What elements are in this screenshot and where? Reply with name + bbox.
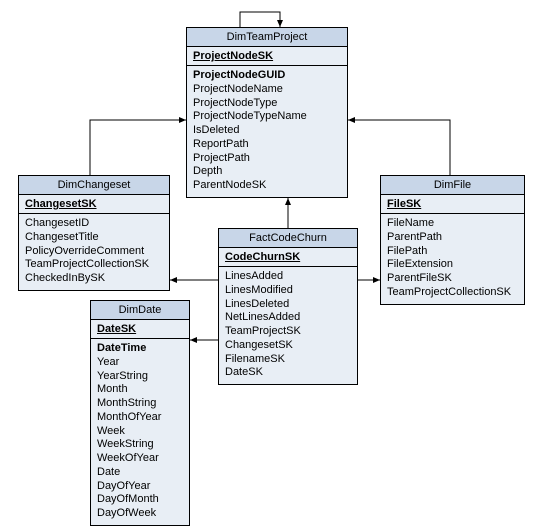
- entity-dim-date: DimDate DateSK DateTime Year YearString …: [90, 300, 190, 526]
- attr: ParentNodeSK: [193, 179, 341, 193]
- attr: CheckedInBySK: [25, 272, 163, 286]
- attr: WeekString: [97, 438, 183, 452]
- attr: ProjectPath: [193, 152, 341, 166]
- attr: ChangesetID: [25, 217, 163, 231]
- attr: NetLinesAdded: [225, 311, 351, 325]
- attr: TeamProjectCollectionSK: [387, 286, 518, 300]
- attr: ReportPath: [193, 138, 341, 152]
- attr: FilenameSK: [225, 353, 351, 367]
- entity-attrs: FileName ParentPath FilePath FileExtensi…: [381, 214, 524, 304]
- attr: ProjectNodeName: [193, 83, 341, 97]
- attr: YearString: [97, 370, 183, 384]
- entity-dim-team-project: DimTeamProject ProjectNodeSK ProjectNode…: [186, 27, 348, 198]
- entity-title: DimChangeset: [19, 176, 169, 195]
- attr: FileExtension: [387, 258, 518, 272]
- attr: FileName: [387, 217, 518, 231]
- attr: Month: [97, 383, 183, 397]
- attr: DayOfYear: [97, 480, 183, 494]
- entity-attrs: ChangesetID ChangesetTitle PolicyOverrid…: [19, 214, 169, 290]
- entity-title: DimTeamProject: [187, 28, 347, 47]
- entity-dim-changeset: DimChangeset ChangesetSK ChangesetID Cha…: [18, 175, 170, 291]
- attr: ChangesetTitle: [25, 231, 163, 245]
- attr: DateTime: [97, 342, 183, 356]
- entity-attrs: LinesAdded LinesModified LinesDeleted Ne…: [219, 267, 357, 384]
- attr: ProjectNodeGUID: [193, 69, 341, 83]
- attr: MonthString: [97, 397, 183, 411]
- attr: LinesModified: [225, 284, 351, 298]
- attr: Week: [97, 425, 183, 439]
- entity-pk: ChangesetSK: [19, 195, 169, 214]
- entity-fact-code-churn: FactCodeChurn CodeChurnSK LinesAdded Lin…: [218, 228, 358, 385]
- attr: PolicyOverrideComment: [25, 245, 163, 259]
- attr: MonthOfYear: [97, 411, 183, 425]
- attr: ParentPath: [387, 231, 518, 245]
- attr: Date: [97, 466, 183, 480]
- entity-title: DimFile: [381, 176, 524, 195]
- attr: Depth: [193, 165, 341, 179]
- attr: IsDeleted: [193, 124, 341, 138]
- attr: LinesDeleted: [225, 298, 351, 312]
- entity-pk: DateSK: [91, 320, 189, 339]
- attr: ProjectNodeType: [193, 97, 341, 111]
- attr: ChangesetSK: [225, 339, 351, 353]
- entity-title: FactCodeChurn: [219, 229, 357, 248]
- entity-pk: ProjectNodeSK: [187, 47, 347, 66]
- attr: TeamProjectCollectionSK: [25, 258, 163, 272]
- entity-dim-file: DimFile FileSK FileName ParentPath FileP…: [380, 175, 525, 305]
- entity-attrs: DateTime Year YearString Month MonthStri…: [91, 339, 189, 525]
- attr: Year: [97, 356, 183, 370]
- attr: LinesAdded: [225, 270, 351, 284]
- entity-title: DimDate: [91, 301, 189, 320]
- attr: ParentFileSK: [387, 272, 518, 286]
- attr: ProjectNodeTypeName: [193, 110, 341, 124]
- attr: FilePath: [387, 245, 518, 259]
- attr: DayOfWeek: [97, 507, 183, 521]
- entity-attrs: ProjectNodeGUID ProjectNodeName ProjectN…: [187, 66, 347, 197]
- entity-pk: FileSK: [381, 195, 524, 214]
- attr: DayOfMonth: [97, 493, 183, 507]
- attr: WeekOfYear: [97, 452, 183, 466]
- attr: DateSK: [225, 366, 351, 380]
- attr: TeamProjectSK: [225, 325, 351, 339]
- entity-pk: CodeChurnSK: [219, 248, 357, 267]
